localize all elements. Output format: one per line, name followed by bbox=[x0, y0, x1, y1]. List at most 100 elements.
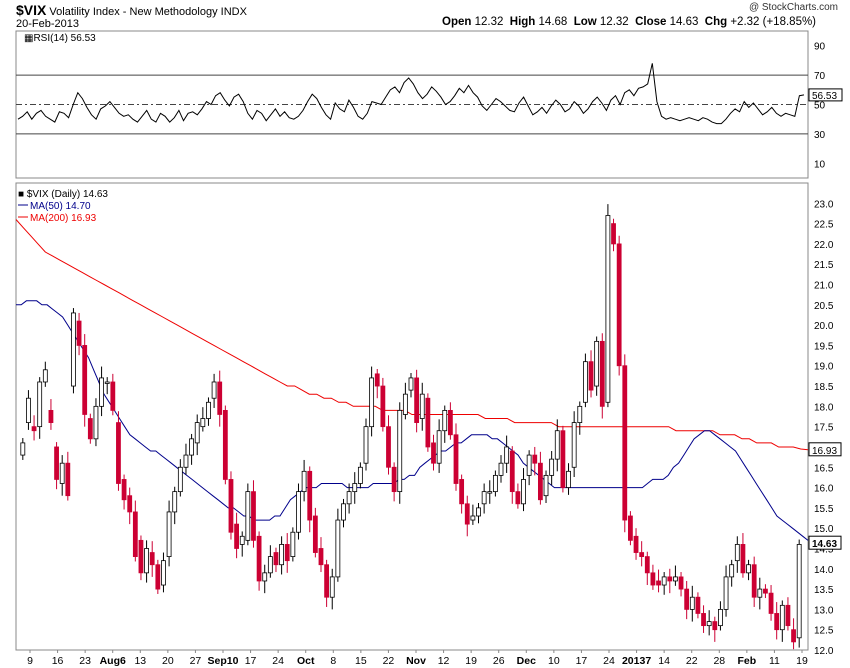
candle-body bbox=[279, 544, 285, 566]
candle-body bbox=[341, 503, 346, 521]
candle-body bbox=[734, 544, 740, 562]
candle-body bbox=[599, 340, 605, 407]
price-tick-label: 21.5 bbox=[814, 260, 834, 271]
candle-body bbox=[26, 397, 31, 423]
x-tick-label: Sep10 bbox=[208, 655, 239, 667]
candle-body bbox=[622, 365, 628, 521]
candle-body bbox=[200, 418, 206, 428]
x-tick-label: 17 bbox=[576, 655, 588, 667]
x-tick-label: 16 bbox=[52, 655, 64, 667]
candle-body bbox=[588, 361, 594, 391]
candle-body bbox=[149, 552, 155, 566]
chart-date: 20-Feb-2013 bbox=[16, 18, 79, 30]
candle-body bbox=[82, 345, 88, 415]
price-tick-label: 16.0 bbox=[814, 484, 834, 495]
price-tick-label: 23.0 bbox=[814, 199, 834, 210]
candle-body bbox=[577, 405, 583, 423]
candle-body bbox=[537, 462, 543, 501]
price-tick-label: 15.5 bbox=[814, 504, 834, 515]
candle-body bbox=[93, 405, 99, 440]
rsi-tick-label: 90 bbox=[814, 42, 826, 53]
candle-body bbox=[689, 596, 695, 610]
candle-body bbox=[386, 426, 391, 468]
candle-body bbox=[76, 320, 82, 346]
exchange: INDX bbox=[220, 6, 247, 18]
candle-body bbox=[234, 523, 239, 549]
candle-body bbox=[673, 576, 678, 582]
candle-body bbox=[560, 430, 566, 488]
close-value: 14.63 bbox=[669, 16, 699, 28]
candle-body bbox=[54, 446, 59, 480]
price-tick-label: 22.5 bbox=[814, 220, 834, 231]
candle-body bbox=[492, 474, 498, 493]
legend-entry: MA(200) 16.93 bbox=[30, 213, 97, 224]
candle-body bbox=[504, 446, 510, 464]
candle-body bbox=[42, 369, 48, 383]
candle-body bbox=[329, 576, 335, 598]
x-tick-label: 22 bbox=[383, 655, 395, 667]
candle-body bbox=[155, 564, 161, 590]
instrument-name: Volatility Index - New Methodology bbox=[49, 6, 218, 18]
candle-body bbox=[369, 377, 375, 428]
candle-body bbox=[644, 556, 650, 574]
candle-body bbox=[256, 535, 262, 582]
price-tick-label: 22.0 bbox=[814, 240, 834, 251]
price-tick-label: 14.5 bbox=[814, 544, 834, 555]
candle-body bbox=[48, 410, 54, 423]
price-tick-label: 13.0 bbox=[814, 605, 834, 616]
candle-body bbox=[695, 596, 701, 614]
x-tick-label: 12 bbox=[438, 655, 450, 667]
price-tick-label: 19.0 bbox=[814, 362, 834, 373]
x-tick-label: Dec bbox=[517, 655, 536, 667]
x-axis: 9 16 23 Aug6 13 20 27 Sep10 17 24 Oct 8 15 22 Nov 12 19 2… bbox=[27, 650, 808, 667]
x-tick-label: 28 bbox=[713, 655, 725, 667]
candle-body bbox=[206, 401, 211, 419]
candle-body bbox=[290, 531, 296, 558]
price-panel: 23.0 22.5 22.0 21.5 21.0 20.5 20.0 19.5 19.0 18.5… bbox=[15, 182, 842, 657]
candle-body bbox=[391, 466, 397, 493]
price-tick-label: 18.0 bbox=[814, 402, 834, 413]
candle-body bbox=[245, 491, 251, 541]
x-tick-label: 19 bbox=[796, 655, 808, 667]
price-tick-label: 20.0 bbox=[814, 321, 834, 332]
candle-body bbox=[774, 613, 780, 631]
price-tick-label: 21.0 bbox=[814, 281, 834, 292]
x-tick-label: 13 bbox=[134, 655, 146, 667]
candle-body bbox=[459, 479, 465, 505]
candle-body bbox=[447, 410, 453, 436]
candle-body bbox=[222, 410, 228, 480]
candle-body bbox=[746, 564, 751, 574]
candle-body bbox=[661, 576, 667, 586]
x-tick-label: 27 bbox=[190, 655, 202, 667]
price-tick-label: 17.5 bbox=[814, 423, 834, 434]
candle-body bbox=[262, 572, 268, 582]
candle-body bbox=[442, 410, 448, 432]
price-tick-label: 19.5 bbox=[814, 341, 834, 352]
candle-body bbox=[571, 422, 577, 468]
candle-body bbox=[566, 470, 571, 488]
candle-body bbox=[723, 576, 729, 610]
price-tick-label: 20.5 bbox=[814, 301, 834, 312]
low-value: 12.32 bbox=[599, 16, 629, 28]
rsi-series-line bbox=[17, 63, 805, 125]
candle-body bbox=[605, 215, 611, 403]
candle-body bbox=[684, 588, 690, 610]
candle-body bbox=[476, 507, 481, 517]
price-last-label: 16.93 bbox=[812, 446, 837, 457]
candle-body bbox=[239, 535, 245, 545]
candle-body bbox=[161, 560, 166, 586]
candle-body bbox=[768, 592, 774, 614]
candle-body bbox=[116, 422, 121, 484]
candle-body bbox=[757, 588, 763, 598]
x-tick-label: 15 bbox=[355, 655, 367, 667]
rsi-title: ▦RSI(14) 56.53 bbox=[24, 33, 96, 44]
candle-body bbox=[532, 454, 538, 464]
x-tick-label: 19 bbox=[465, 655, 477, 667]
candle-body bbox=[31, 426, 37, 432]
x-tick-label: 14 bbox=[658, 655, 670, 667]
candle-body bbox=[397, 410, 403, 493]
x-tick-label: 24 bbox=[272, 655, 284, 667]
quote-summary: Open 12.32 High 14.68 Low 12.32 Close 14… bbox=[442, 16, 816, 28]
candle-body bbox=[414, 377, 420, 423]
